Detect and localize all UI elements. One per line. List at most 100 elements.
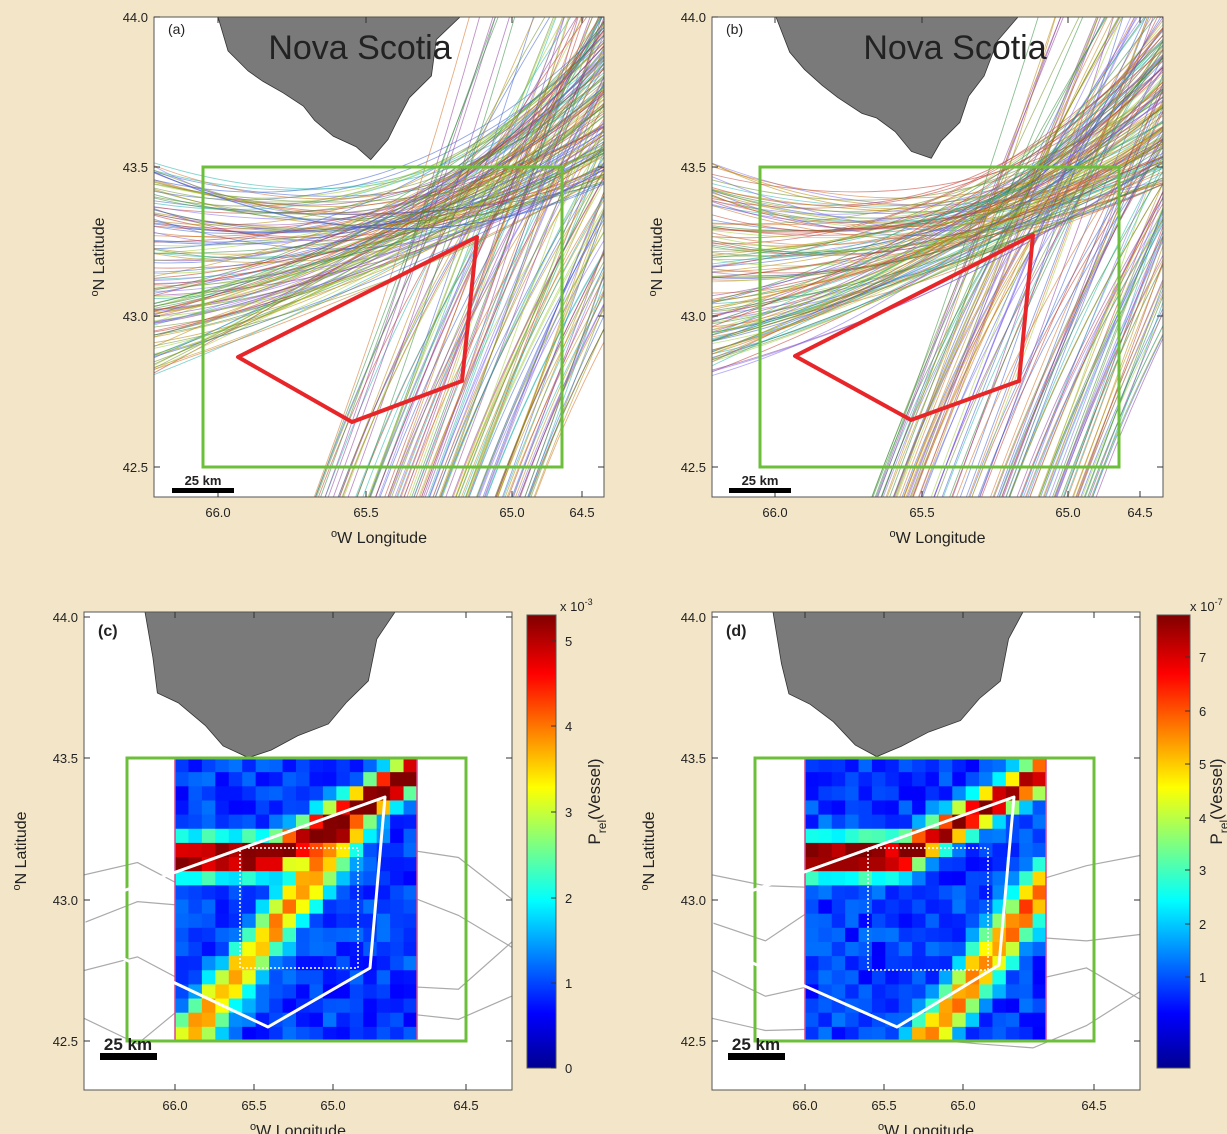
heat-cell	[228, 913, 243, 929]
heat-cell	[215, 828, 230, 844]
colorbar-tick-label: 2	[565, 891, 572, 906]
heat-cell	[938, 970, 953, 985]
heat-cell	[376, 899, 391, 915]
heat-cell	[296, 857, 310, 872]
heat-cell	[898, 800, 913, 816]
heat-cell	[390, 828, 405, 844]
heat-cell	[1019, 913, 1034, 929]
vessel-track	[1038, 141, 1163, 497]
heat-cell	[269, 772, 284, 787]
heat-cell	[390, 800, 405, 816]
vessel-track	[511, 294, 604, 497]
heat-cell	[952, 998, 967, 1014]
heat-cell	[188, 871, 203, 886]
x-tick-label: 66.0	[205, 505, 230, 520]
heat-cell	[831, 913, 846, 929]
heat-cell	[1032, 857, 1047, 872]
vessel-track	[154, 22, 604, 307]
exp-base: x 10	[1190, 599, 1215, 614]
heat-cell	[925, 857, 940, 872]
vessel-track	[712, 133, 1163, 363]
x-tick-label: 64.5	[569, 505, 594, 520]
vessel-track	[154, 33, 604, 281]
heat-cell	[269, 984, 284, 1000]
heat-cell	[858, 927, 873, 943]
vessel-track	[1029, 191, 1163, 497]
heat-cell	[925, 842, 940, 858]
plot-frame	[711, 611, 1141, 1091]
map-panel: 44.043.543.042.566.0 65.5 65.0 64.5oW Longi…	[89, 10, 605, 547]
heat-cell	[336, 828, 351, 844]
vessel-track	[1027, 190, 1163, 497]
heat-cell	[215, 800, 230, 816]
x-tick-label: 65.0	[320, 1098, 345, 1113]
heat-cell	[322, 941, 337, 957]
heat-cell	[215, 956, 230, 971]
heat-cell	[925, 941, 940, 957]
heat-cell	[912, 998, 926, 1014]
panel-label: (a)	[168, 21, 185, 37]
vessel-track	[1029, 195, 1163, 497]
vessel-track	[154, 26, 604, 193]
vessel-track	[993, 143, 1163, 497]
heat-cell	[296, 1026, 310, 1042]
vessel-track	[524, 271, 604, 497]
heat-cell	[296, 913, 310, 929]
vessel-track	[445, 82, 604, 497]
heat-cell	[845, 970, 860, 985]
heat-cell	[1032, 871, 1047, 886]
heat-cell	[242, 1026, 257, 1042]
heat-cell	[296, 956, 310, 971]
heat-cell	[336, 842, 351, 858]
heat-cell	[818, 927, 833, 943]
heat-cell	[336, 927, 351, 943]
heat-cell	[831, 800, 846, 816]
heat-cell	[1005, 828, 1020, 844]
vessel-track	[1042, 206, 1163, 497]
heat-cell	[390, 970, 405, 985]
heat-cell	[979, 913, 993, 929]
heat-cell	[309, 842, 324, 858]
vessel-track	[440, 161, 604, 497]
heat-cell	[871, 913, 886, 929]
vessel-track	[893, 28, 1163, 497]
heat-cell	[349, 927, 364, 943]
heat-cell	[1005, 899, 1020, 915]
colorbar-tick-label: 4	[1199, 811, 1206, 826]
heat-cell	[979, 772, 993, 787]
heat-cell	[979, 814, 993, 830]
heat-cell	[255, 800, 270, 816]
map-panel: 44.043.543.042.566.0 65.5 65.0 64.5oW Longi…	[11, 597, 609, 1134]
heat-cell	[349, 814, 364, 830]
y-tick-label: 43.5	[123, 160, 148, 175]
exp-power: -3	[585, 597, 593, 607]
heat-cell	[282, 941, 297, 957]
heat-cell	[818, 814, 833, 830]
heat-cell	[912, 899, 926, 915]
vessel-track	[712, 84, 1163, 353]
heat-cell	[403, 828, 418, 844]
heat-cell	[309, 941, 324, 957]
heat-cell	[390, 885, 405, 900]
vessel-track	[154, 180, 604, 304]
vessel-track	[956, 111, 1163, 497]
x-axis-label-sup: o	[250, 1121, 256, 1133]
heat-cell	[1032, 984, 1047, 1000]
study-box	[125, 756, 468, 1043]
x-axis-label-sup: o	[878, 1121, 884, 1133]
heat-cell	[965, 772, 980, 787]
heat-cell	[898, 956, 913, 971]
vessel-track	[712, 177, 1163, 342]
heat-cell	[925, 786, 940, 801]
heat-cell	[818, 800, 833, 816]
heat-cell	[965, 857, 980, 872]
heat-cell	[282, 758, 297, 773]
land	[217, 17, 461, 161]
heat-cell	[376, 970, 391, 985]
heat-cell	[1032, 956, 1047, 971]
heat-cell	[845, 913, 860, 929]
heat-cell	[296, 828, 310, 844]
y-tick-label: 42.5	[681, 1034, 706, 1049]
colorbar-label: Prel(Vessel)	[1207, 758, 1227, 844]
land	[144, 612, 396, 759]
